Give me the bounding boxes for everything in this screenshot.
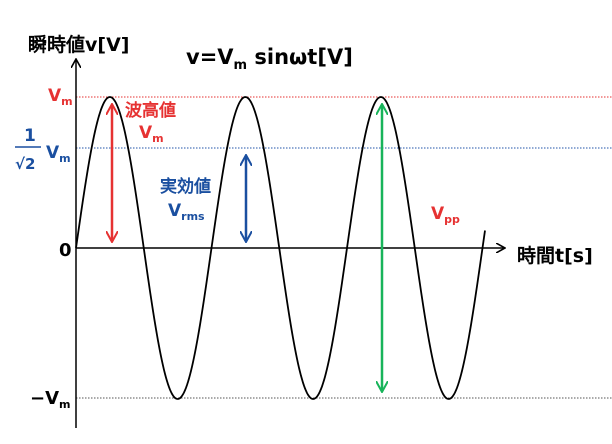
- rms-title: 実効値: [160, 176, 211, 197]
- x-axis-label: 時間t[s]: [517, 245, 593, 267]
- sine-curve: [75, 96, 486, 400]
- root2-vm-label: Vm: [46, 143, 71, 165]
- neg-vm-label: −Vm: [30, 388, 70, 411]
- pp-value: Vpp: [431, 204, 460, 226]
- zero-label: 0: [59, 240, 72, 261]
- formula: v=Vm sinωt[V]: [186, 45, 353, 73]
- peak-title: 波高値: [125, 100, 176, 121]
- formula-sub: m: [234, 58, 248, 73]
- formula-lhs: v=V: [186, 45, 234, 69]
- peak-value: Vm: [139, 123, 164, 145]
- vm-label: Vm: [48, 86, 73, 108]
- root2-denominator: √2: [15, 155, 35, 173]
- rms-value: Vrms: [168, 201, 205, 223]
- root2-numerator: 1: [24, 126, 36, 146]
- y-axis-label: 瞬時値v[V]: [28, 34, 129, 56]
- formula-rhs: sinωt[V]: [247, 45, 353, 69]
